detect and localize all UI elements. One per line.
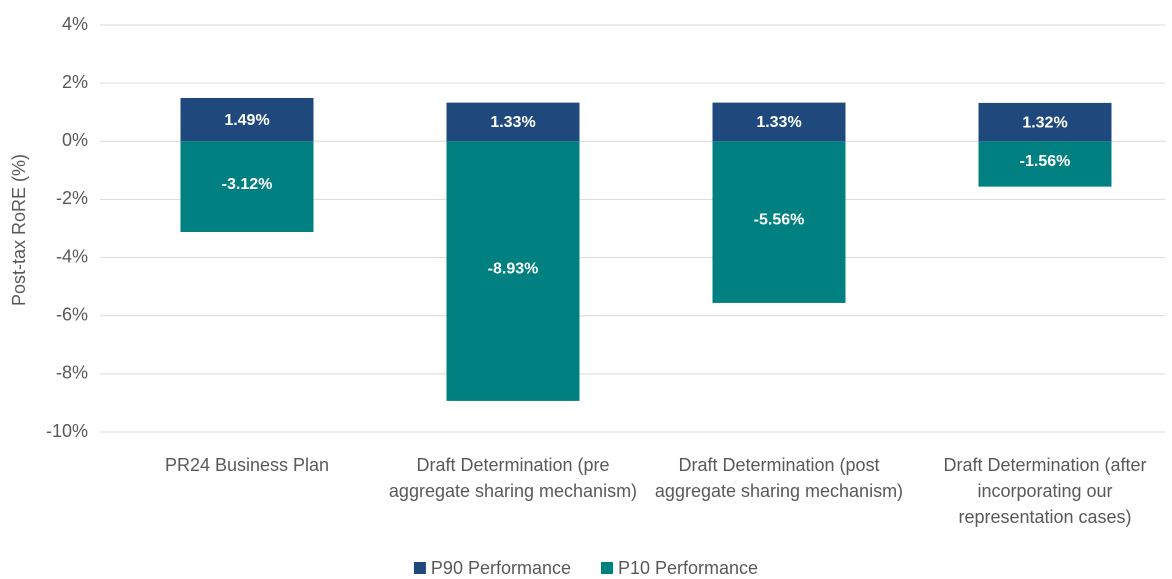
y-tick-label: 4% xyxy=(62,14,88,34)
bar xyxy=(180,97,314,142)
y-axis-label: Post-tax RoRE (%) xyxy=(9,154,29,306)
y-tick-label: -10% xyxy=(46,421,88,441)
y-tick-label: 2% xyxy=(62,72,88,92)
y-tick-label: -4% xyxy=(56,246,88,266)
y-tick-label: -6% xyxy=(56,304,88,324)
bar xyxy=(446,141,580,401)
x-tick-label: Draft Determination (post aggregate shar… xyxy=(654,455,904,501)
data-label: 1.32% xyxy=(1022,114,1067,131)
bar xyxy=(712,102,846,142)
x-tick-label: Draft Determination (after incorporating… xyxy=(943,455,1147,527)
legend-swatch xyxy=(413,562,426,574)
data-label: 1.49% xyxy=(224,112,269,129)
bar xyxy=(446,102,580,142)
bar xyxy=(180,141,314,232)
x-tick-label: Draft Determination (pre aggregate shari… xyxy=(388,455,638,501)
bar xyxy=(978,102,1112,142)
data-label: 1.33% xyxy=(490,114,535,131)
y-tick-label: -2% xyxy=(56,188,88,208)
bar xyxy=(978,141,1112,187)
legend-label: P90 Performance xyxy=(431,558,571,578)
legend-label: P10 Performance xyxy=(618,558,758,578)
data-label: -3.12% xyxy=(222,176,273,193)
data-label: -8.93% xyxy=(488,260,539,277)
x-tick-label: PR24 Business Plan xyxy=(164,455,330,475)
bar xyxy=(712,141,846,303)
data-label: -5.56% xyxy=(754,211,805,228)
y-tick-label: 0% xyxy=(62,130,88,150)
y-tick-label: -8% xyxy=(56,363,88,383)
data-label: 1.33% xyxy=(756,114,801,131)
legend-swatch xyxy=(601,562,613,574)
data-label: -1.56% xyxy=(1020,153,1071,170)
